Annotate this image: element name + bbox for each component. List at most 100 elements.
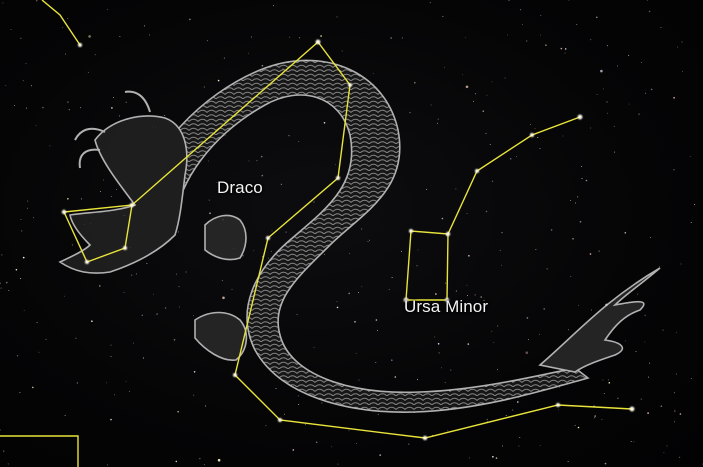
background-star — [666, 445, 668, 447]
background-star — [437, 118, 439, 120]
background-star — [660, 27, 662, 29]
background-star — [674, 421, 676, 423]
background-star — [572, 238, 574, 240]
background-star — [296, 314, 298, 316]
background-star — [603, 393, 605, 395]
dragon-head — [58, 115, 188, 274]
background-star — [298, 141, 300, 142]
background-star — [94, 54, 96, 56]
background-star — [35, 0, 38, 2]
background-star — [607, 45, 608, 47]
background-star — [178, 306, 180, 308]
background-star — [27, 207, 28, 209]
background-star — [689, 155, 691, 157]
background-star — [447, 430, 449, 432]
background-star — [5, 85, 7, 87]
background-star — [42, 106, 44, 109]
background-star — [71, 244, 73, 246]
background-star — [115, 188, 117, 190]
background-star — [289, 36, 291, 38]
background-star — [348, 292, 351, 295]
background-star — [292, 449, 295, 451]
background-star — [379, 454, 382, 456]
background-star — [462, 74, 463, 76]
background-star — [495, 457, 498, 459]
background-star — [409, 112, 411, 114]
background-star — [401, 250, 402, 252]
background-star — [628, 54, 630, 56]
background-star — [499, 249, 501, 251]
background-star — [579, 221, 582, 223]
background-star — [578, 304, 579, 306]
background-star — [650, 237, 652, 239]
background-star — [598, 250, 600, 252]
background-star — [284, 413, 286, 415]
dragon-horns — [74, 90, 151, 169]
background-star — [540, 34, 542, 36]
background-star — [474, 93, 476, 95]
background-star — [690, 378, 692, 380]
background-star — [377, 413, 379, 415]
background-star — [149, 34, 150, 36]
background-star — [614, 151, 615, 153]
background-star — [442, 15, 444, 17]
background-star — [49, 145, 51, 147]
background-star — [260, 155, 263, 158]
background-star — [673, 97, 675, 99]
background-star — [437, 122, 438, 124]
background-star — [217, 79, 220, 82]
background-star — [483, 300, 485, 302]
background-star — [454, 303, 456, 305]
background-star — [341, 50, 343, 52]
background-star — [537, 137, 539, 138]
background-star — [497, 368, 499, 370]
background-star — [185, 271, 187, 273]
background-star — [193, 394, 195, 396]
background-star — [450, 369, 452, 371]
background-star — [110, 344, 112, 346]
background-star — [438, 352, 440, 354]
background-star — [193, 371, 196, 373]
background-star — [248, 160, 250, 162]
background-star — [679, 456, 681, 458]
background-star — [63, 295, 65, 297]
background-star — [673, 169, 675, 171]
background-star — [80, 107, 81, 109]
background-star — [129, 390, 131, 392]
background-star — [217, 458, 221, 462]
background-star — [143, 357, 144, 359]
background-star — [468, 255, 470, 257]
background-star — [437, 343, 440, 345]
background-star — [242, 254, 244, 257]
constellation-label-ursa-minor: Ursa Minor — [404, 297, 489, 316]
background-star — [662, 329, 664, 331]
background-star — [596, 93, 598, 95]
background-star — [111, 107, 113, 109]
background-star — [426, 188, 428, 190]
background-star — [520, 9, 522, 11]
background-star — [646, 0, 648, 2]
background-star — [20, 278, 22, 279]
background-star — [585, 179, 588, 182]
background-star — [558, 409, 560, 411]
background-star — [474, 294, 476, 296]
background-star — [123, 292, 125, 294]
background-star — [67, 17, 69, 19]
background-star — [414, 81, 416, 84]
background-star — [388, 288, 390, 290]
background-star — [645, 92, 647, 94]
background-star — [247, 52, 249, 54]
background-star — [602, 88, 604, 90]
background-star — [206, 40, 208, 42]
background-star — [224, 135, 226, 137]
background-star — [601, 419, 603, 421]
background-star — [106, 464, 108, 466]
background-star — [13, 105, 15, 106]
background-star — [38, 351, 40, 353]
background-star — [323, 122, 326, 124]
background-star — [596, 16, 598, 19]
background-star — [67, 101, 69, 103]
background-star — [7, 463, 9, 465]
background-star — [313, 201, 315, 203]
background-star — [0, 282, 1, 284]
